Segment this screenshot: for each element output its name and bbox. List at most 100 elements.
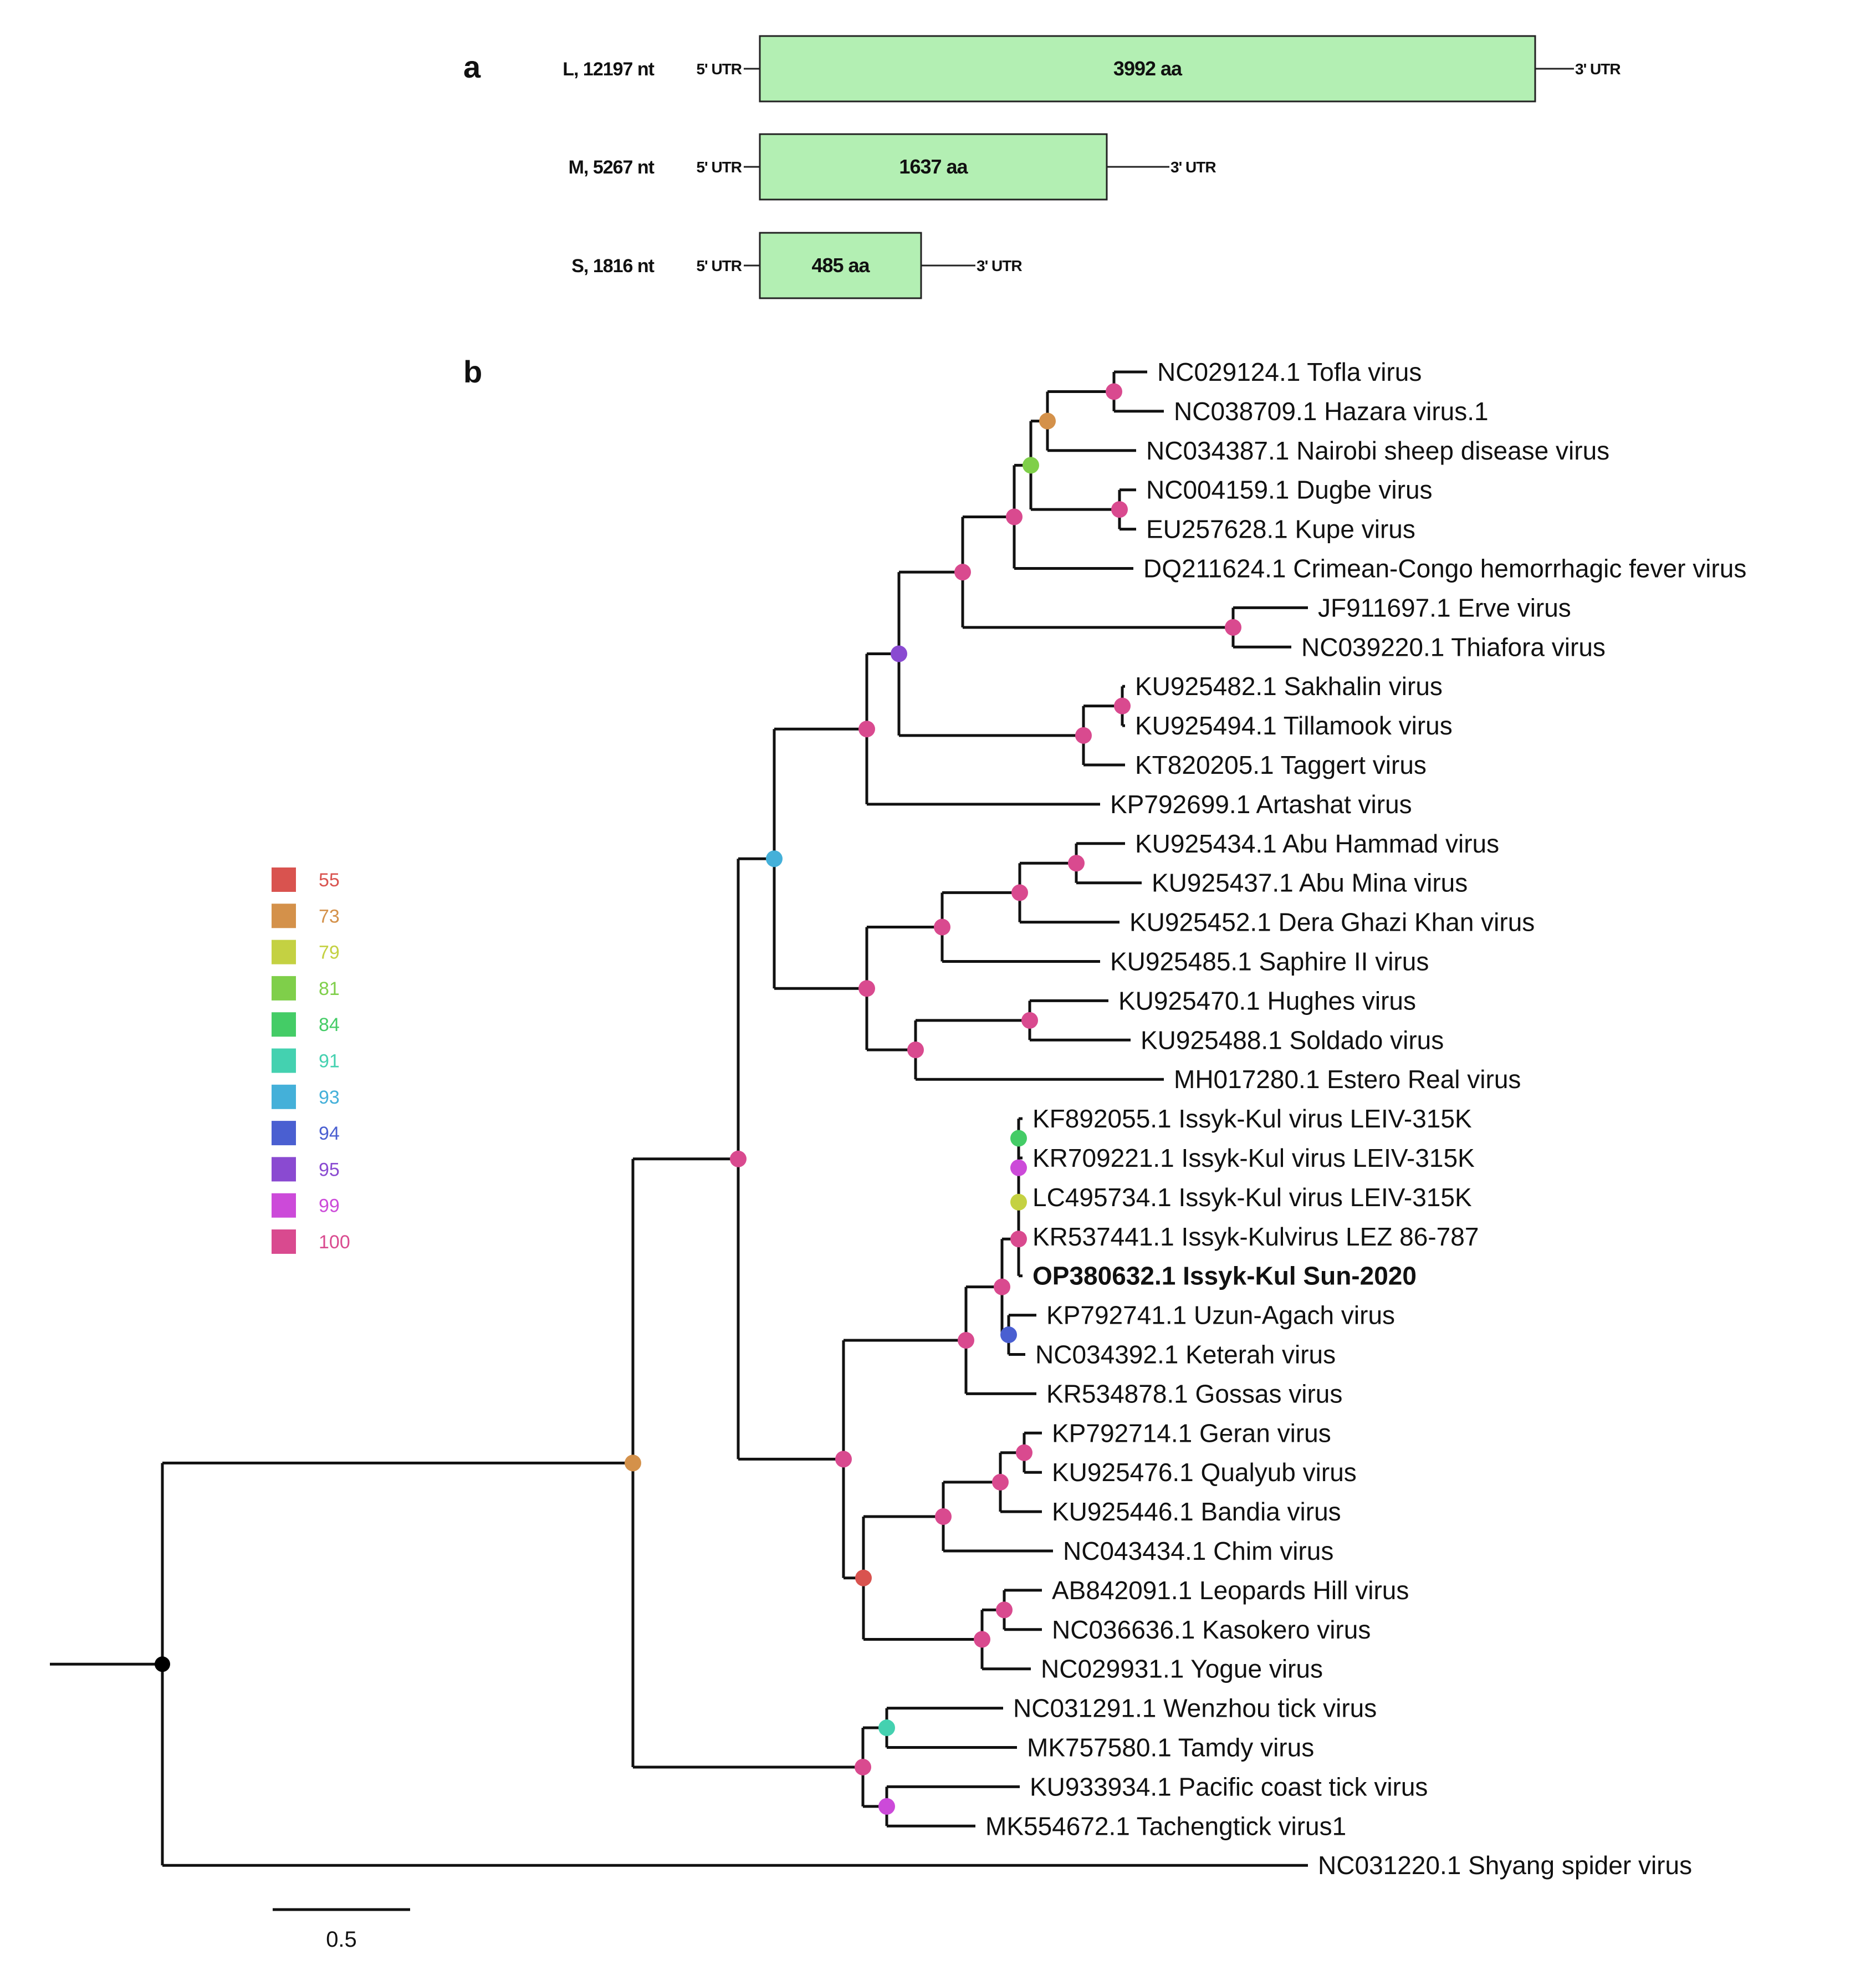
- legend-value: 84: [319, 1014, 340, 1035]
- segment-0: L, 12197 nt 5' UTR 3992 aa 3' UTR: [563, 35, 1621, 103]
- taxon-label: NC036636.1 Kasokero virus: [1052, 1615, 1371, 1644]
- taxon-label: KF892055.1 Issyk-Kul virus LEIV-315K: [1032, 1104, 1472, 1133]
- protein-length: 3992 aa: [1113, 57, 1183, 80]
- taxon-label: NC034387.1 Nairobi sheep disease virus: [1146, 436, 1609, 465]
- taxon-label: KP792741.1 Uzun-Agach virus: [1046, 1301, 1395, 1330]
- utr3-label: 3' UTR: [1170, 159, 1216, 176]
- segment-name: M, 5267 nt: [569, 157, 655, 178]
- utr5-label: 5' UTR: [696, 257, 742, 274]
- support-node-73: [1039, 412, 1056, 430]
- taxon-label: KU925488.1 Soldado virus: [1141, 1025, 1444, 1054]
- segment-2: S, 1816 nt 5' UTR 485 aa 3' UTR: [571, 232, 1023, 299]
- support-node-100: [934, 918, 950, 936]
- support-node-100: [1011, 884, 1028, 901]
- legend-swatch: [272, 1157, 296, 1182]
- taxon-label: NC029931.1 Yogue virus: [1041, 1655, 1323, 1683]
- taxon-label: KR534878.1 Gossas virus: [1046, 1379, 1342, 1408]
- legend-swatch: [272, 1193, 296, 1218]
- taxon-label: KU925485.1 Saphire II virus: [1110, 947, 1429, 976]
- support-node-100: [1068, 855, 1085, 872]
- taxon-label: MK757580.1 Tamdy virus: [1027, 1733, 1314, 1762]
- support-node-79: [1010, 1193, 1027, 1211]
- panel-a-letter: a: [463, 49, 481, 84]
- support-node-100: [996, 1601, 1013, 1619]
- support-node-100: [1006, 508, 1023, 525]
- taxon-label: KU925437.1 Abu Mina virus: [1152, 869, 1468, 897]
- support-node-100: [958, 1332, 974, 1349]
- taxon-label: KU925452.1 Dera Ghazi Khan virus: [1129, 908, 1535, 937]
- support-node-100: [1106, 383, 1122, 400]
- taxon-label: KR537441.1 Issyk-Kulvirus LEZ 86-787: [1032, 1222, 1479, 1251]
- support-node-81: [1023, 457, 1039, 474]
- bootstrap-nodes: [155, 383, 1241, 1815]
- support-node-100: [935, 1508, 952, 1525]
- scale-bar: 0.5: [273, 1908, 410, 1952]
- taxon-label: NC031220.1 Shyang spider virus: [1318, 1851, 1692, 1880]
- scale-bar-label: 0.5: [326, 1927, 357, 1952]
- genome-organization-panel: a L, 12197 nt 5' UTR 3992 aa 3' UTR M, 5267 …: [463, 35, 1621, 299]
- segment-1: M, 5267 nt 5' UTR 1637 aa 3' UTR: [569, 133, 1216, 201]
- taxon-label: KU925482.1 Sakhalin virus: [1135, 672, 1443, 701]
- utr5-label: 5' UTR: [696, 60, 742, 78]
- phylogenetic-tree-panel: b NC029124.1 Tofla virus NC038709.1 Hazar…: [50, 354, 1746, 1952]
- utr3-label: 3' UTR: [1575, 60, 1621, 78]
- protein-length: 485 aa: [811, 254, 870, 277]
- utr3-label: 3' UTR: [977, 257, 1022, 274]
- highlighted-taxon-label: OP380632.1 Issyk-Kul Sun-2020: [1032, 1262, 1417, 1290]
- support-node-100: [1010, 1231, 1027, 1248]
- taxon-label: KP792714.1 Geran virus: [1052, 1418, 1331, 1447]
- support-node-55: [855, 1569, 872, 1586]
- support-node-100: [835, 1451, 852, 1468]
- taxon-label: EU257628.1 Kupe virus: [1146, 515, 1415, 544]
- legend-value: 73: [319, 906, 340, 927]
- taxon-label: NC034392.1 Keterah virus: [1035, 1340, 1336, 1369]
- taxon-label: KU925470.1 Hughes virus: [1118, 986, 1416, 1015]
- support-node-93: [766, 850, 783, 867]
- support-node-84: [1010, 1130, 1027, 1147]
- legend-swatch: [272, 976, 296, 1001]
- support-node-100: [954, 564, 971, 581]
- support-node-99: [1010, 1159, 1027, 1176]
- tip-labels: NC029124.1 Tofla virus NC038709.1 Hazara …: [985, 358, 1746, 1880]
- legend-swatch: [272, 904, 296, 928]
- legend-value: 81: [319, 978, 340, 999]
- orf-box: [759, 232, 922, 299]
- taxon-label: KU925446.1 Bandia virus: [1052, 1497, 1341, 1526]
- support-node-100: [974, 1631, 990, 1648]
- bootstrap-legend: 55 73 79 81 84 91 93 94 95 99 100: [272, 867, 350, 1254]
- support-node-91: [878, 1719, 895, 1737]
- root-node: [155, 1656, 170, 1672]
- segment-name: S, 1816 nt: [571, 256, 654, 277]
- legend-swatch: [272, 1048, 296, 1073]
- segment-name: L, 12197 nt: [563, 59, 654, 80]
- taxon-label: KU925476.1 Qualyub virus: [1052, 1458, 1357, 1487]
- legend-swatch: [272, 1012, 296, 1037]
- support-node-95: [891, 645, 907, 662]
- taxon-label: KU925434.1 Abu Hammad virus: [1135, 829, 1499, 858]
- taxon-label: KR709221.1 Issyk-Kul virus LEIV-315K: [1032, 1144, 1475, 1172]
- panel-b-letter: b: [463, 354, 482, 389]
- taxon-label: DQ211624.1 Crimean-Congo hemorrhagic fev…: [1143, 554, 1746, 583]
- taxon-label: AB842091.1 Leopards Hill virus: [1052, 1576, 1409, 1605]
- taxon-label: NC038709.1 Hazara virus.1: [1174, 397, 1489, 426]
- support-node-94: [1000, 1326, 1017, 1344]
- orf-box: [759, 133, 1108, 201]
- taxon-label: NC029124.1 Tofla virus: [1157, 358, 1422, 386]
- support-node-100: [858, 980, 875, 997]
- support-node-100: [858, 721, 875, 738]
- legend-value: 100: [319, 1232, 350, 1253]
- support-node-100: [992, 1473, 1009, 1491]
- taxon-label: LC495734.1 Issyk-Kul virus LEIV-315K: [1032, 1183, 1472, 1212]
- taxon-label: NC039220.1 Thiafora virus: [1301, 632, 1606, 661]
- utr5-label: 5' UTR: [696, 159, 742, 176]
- support-node-100: [1075, 727, 1092, 744]
- legend-value: 91: [319, 1051, 340, 1072]
- taxon-label: NC043434.1 Chim virus: [1063, 1537, 1333, 1565]
- taxon-label: MK554672.1 Tachengtick virus1: [985, 1811, 1346, 1840]
- legend-value: 93: [319, 1087, 340, 1108]
- taxon-label: KU925494.1 Tillamook virus: [1135, 711, 1453, 740]
- legend-swatch: [272, 1121, 296, 1146]
- taxon-label: KU933934.1 Pacific coast tick virus: [1030, 1772, 1428, 1801]
- taxon-label: NC031291.1 Wenzhou tick virus: [1013, 1694, 1377, 1723]
- taxon-label: NC004159.1 Dugbe virus: [1146, 476, 1433, 504]
